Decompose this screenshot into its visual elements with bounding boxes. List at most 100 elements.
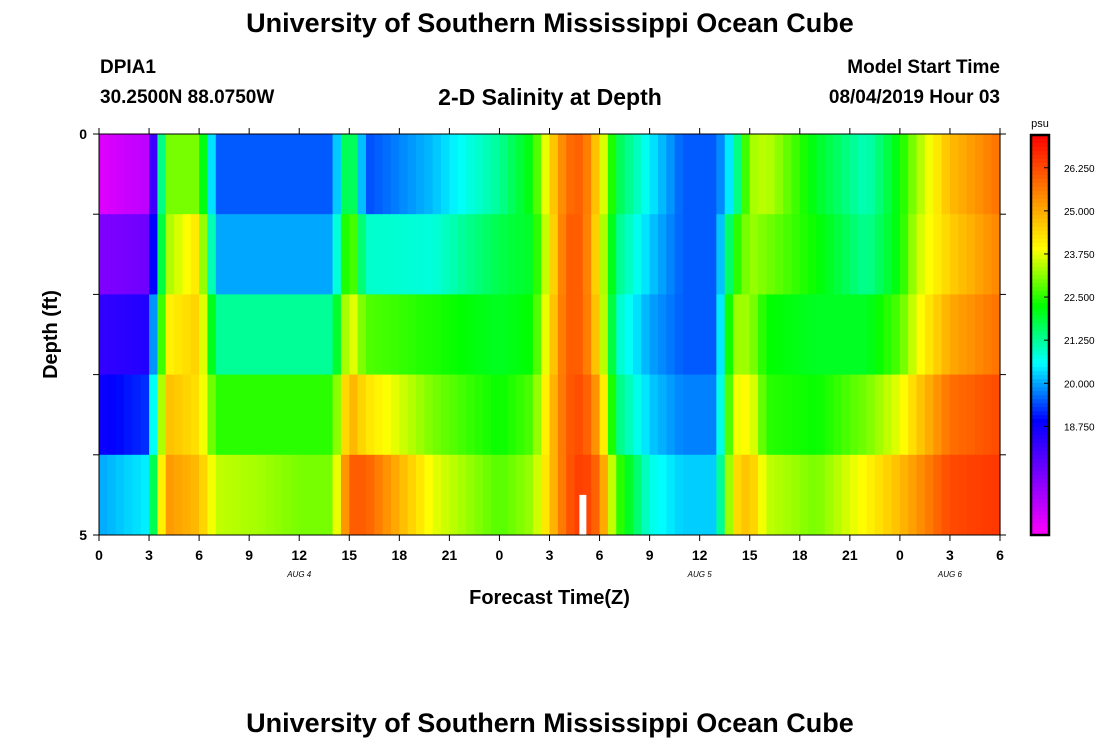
- heatmap-cell: [416, 294, 425, 375]
- heatmap-cell: [983, 374, 993, 456]
- heatmap-cell: [282, 134, 292, 215]
- heatmap-cell: [282, 214, 292, 295]
- x-tick-label: 6: [195, 547, 203, 563]
- heatmap-cell: [641, 374, 651, 456]
- heatmap-cell: [349, 294, 359, 375]
- heatmap-cell: [983, 134, 993, 215]
- heatmap-cell: [883, 454, 893, 536]
- heatmap-cell: [783, 294, 793, 375]
- colorbar-swatch: [1031, 511, 1049, 516]
- heatmap-cell: [466, 294, 476, 375]
- heatmap-cell: [240, 134, 250, 215]
- heatmap-cell: [315, 214, 325, 295]
- heatmap-cell: [549, 294, 559, 375]
- colorbar-swatch: [1031, 143, 1049, 148]
- heatmap-cell: [491, 374, 501, 456]
- colorbar-swatch: [1031, 287, 1049, 292]
- heatmap-cell: [516, 134, 526, 215]
- heatmap-cell: [99, 374, 108, 456]
- heatmap-cell: [941, 294, 951, 375]
- heatmap-cell: [507, 134, 517, 215]
- heatmap-cell: [824, 134, 834, 215]
- heatmap-cell: [541, 294, 551, 375]
- colorbar-swatch: [1031, 347, 1049, 352]
- heatmap-cell: [591, 214, 601, 295]
- heatmap-cell: [833, 214, 843, 295]
- heatmap-cell: [99, 454, 108, 536]
- heatmap-cell: [532, 134, 542, 215]
- colorbar-swatch: [1031, 227, 1049, 232]
- heatmap-cell: [791, 374, 801, 456]
- heatmap-cell: [632, 134, 642, 215]
- heatmap-cell: [657, 294, 667, 375]
- x-tick-label: 15: [341, 547, 357, 563]
- heatmap-cell: [849, 374, 859, 456]
- heatmap-cell: [582, 214, 592, 295]
- heatmap-cell: [524, 214, 534, 295]
- heatmap-cell: [482, 454, 492, 536]
- heatmap-cell: [674, 374, 684, 456]
- heatmap-cell: [833, 134, 843, 215]
- heatmap-cell: [132, 134, 142, 215]
- heatmap-cell: [99, 294, 108, 375]
- colorbar-swatch: [1031, 411, 1049, 416]
- heatmap-cell: [157, 294, 167, 375]
- heatmap-cell: [432, 374, 442, 456]
- colorbar-swatch: [1031, 335, 1049, 340]
- heatmap-cell: [716, 134, 726, 215]
- colorbar-swatch: [1031, 387, 1049, 392]
- heatmap-cell: [132, 454, 142, 536]
- heatmap-cell: [424, 134, 434, 215]
- heatmap-cell: [224, 134, 234, 215]
- x-tick-label: 21: [842, 547, 858, 563]
- heatmap-cell: [758, 374, 767, 456]
- heatmap-cell: [991, 134, 1001, 215]
- heatmap-cell: [632, 374, 642, 456]
- colorbar-swatch: [1031, 155, 1049, 160]
- heatmap-cell: [482, 214, 492, 295]
- heatmap-cell: [215, 134, 225, 215]
- colorbar-swatch: [1031, 175, 1049, 180]
- heatmap-cell: [949, 214, 959, 295]
- heatmap-cell: [407, 214, 417, 295]
- colorbar-swatch: [1031, 531, 1049, 536]
- heatmap-cell: [340, 374, 350, 456]
- heatmap-cell: [908, 454, 918, 536]
- colorbar-swatch: [1031, 359, 1049, 364]
- heatmap-cell: [949, 454, 959, 536]
- colorbar-swatch: [1031, 507, 1049, 512]
- heatmap-cell: [841, 214, 851, 295]
- heatmap-cell: [449, 294, 459, 375]
- heatmap-cell: [758, 214, 767, 295]
- heatmap-cell: [691, 134, 701, 215]
- heatmap-cell: [124, 374, 133, 456]
- heatmap-cell: [499, 134, 509, 215]
- heatmap-cell: [290, 294, 300, 375]
- heatmap-cell: [457, 374, 467, 456]
- colorbar-swatch: [1031, 299, 1049, 304]
- colorbar-swatch: [1031, 267, 1049, 272]
- heatmap-cell: [399, 374, 409, 456]
- heatmap-cell: [115, 374, 125, 456]
- colorbar-swatch: [1031, 427, 1049, 432]
- heatmap-cell: [641, 454, 651, 536]
- heatmap-cell: [799, 214, 809, 295]
- heatmap-cell: [924, 294, 934, 375]
- heatmap-cell: [190, 134, 200, 215]
- colorbar-swatch: [1031, 203, 1049, 208]
- heatmap-cell: [424, 294, 434, 375]
- heatmap-cell: [691, 214, 701, 295]
- heatmap-cell: [649, 214, 659, 295]
- heatmap-cell: [307, 294, 317, 375]
- heatmap-cell: [449, 374, 459, 456]
- heatmap-cell: [649, 134, 659, 215]
- heatmap-cell: [624, 374, 634, 456]
- heatmap-cell: [741, 214, 751, 295]
- heatmap-cell: [916, 214, 926, 295]
- heatmap-cell: [365, 214, 375, 295]
- heatmap-cell: [432, 134, 442, 215]
- heatmap-cell: [174, 374, 184, 456]
- heatmap-cell: [657, 134, 667, 215]
- heatmap-cell: [616, 214, 626, 295]
- colorbar-swatch: [1031, 231, 1049, 236]
